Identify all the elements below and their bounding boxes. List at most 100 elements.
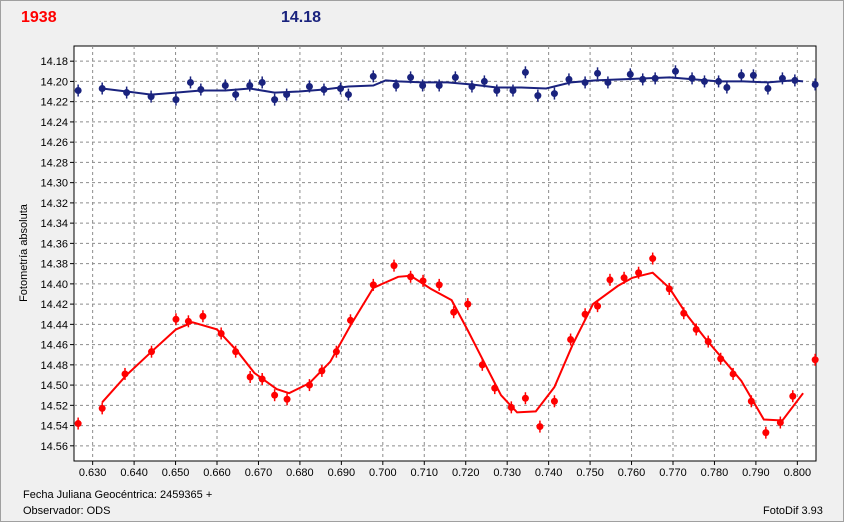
data-point	[764, 85, 772, 93]
y-axis-label: Fotometría absoluta	[18, 203, 30, 302]
x-tick-label: 0.740	[535, 467, 563, 479]
series-layer	[74, 65, 819, 439]
observer-label: Observador: ODS	[23, 505, 111, 517]
data-point	[172, 315, 180, 323]
data-point	[98, 404, 106, 412]
data-point	[565, 75, 573, 83]
data-point	[692, 325, 700, 333]
data-point	[318, 367, 326, 375]
data-point	[419, 277, 427, 285]
y-tick-label: 14.44	[40, 319, 68, 331]
comparison-magnitude-label: 14.18	[281, 9, 322, 26]
data-point	[649, 255, 657, 263]
data-point	[271, 391, 279, 399]
data-point	[390, 262, 398, 270]
data-point	[147, 93, 155, 101]
x-tick-label: 0.770	[659, 467, 687, 479]
y-tick-label: 14.24	[40, 117, 68, 129]
data-point	[221, 81, 229, 89]
y-tick-label: 14.38	[40, 259, 68, 271]
data-point	[480, 77, 488, 85]
data-point	[199, 312, 207, 320]
data-point	[407, 273, 415, 281]
data-point	[550, 397, 558, 405]
plot-area	[73, 45, 817, 462]
data-point	[468, 82, 476, 90]
data-point	[332, 348, 340, 356]
data-point	[258, 78, 266, 86]
y-tick-label: 14.56	[40, 441, 68, 453]
data-point	[521, 68, 529, 76]
data-point	[776, 419, 784, 427]
data-point	[305, 82, 313, 90]
data-point	[791, 76, 799, 84]
data-point	[639, 75, 647, 83]
data-point	[148, 348, 156, 356]
data-point	[346, 316, 354, 324]
data-point	[435, 281, 443, 289]
data-point	[581, 310, 589, 318]
x-tick-label: 0.790	[742, 467, 770, 479]
data-point	[344, 91, 352, 99]
data-point	[186, 78, 194, 86]
data-point	[811, 356, 819, 364]
data-point	[232, 91, 240, 99]
data-point	[283, 91, 291, 99]
data-point	[680, 309, 688, 317]
data-point	[392, 81, 400, 89]
data-point	[550, 90, 558, 98]
data-point	[749, 71, 757, 79]
y-tick-label: 14.26	[40, 137, 68, 149]
data-point	[729, 370, 737, 378]
julian-date-label: Fecha Juliana Geocéntrica: 2459365 +	[23, 489, 213, 501]
data-point	[493, 87, 501, 95]
x-tick-label: 0.750	[576, 467, 604, 479]
data-point	[478, 361, 486, 369]
data-point	[258, 375, 266, 383]
data-point	[606, 276, 614, 284]
data-point	[197, 86, 205, 94]
x-tick-label: 0.800	[784, 467, 812, 479]
data-point	[737, 71, 745, 79]
x-tick-label: 0.640	[120, 467, 148, 479]
star-id-label: 1938	[21, 9, 57, 26]
x-tick-label: 0.760	[618, 467, 646, 479]
data-point	[246, 81, 254, 89]
software-version-label: FotoDif 3.93	[763, 505, 823, 517]
data-point	[98, 85, 106, 93]
data-point	[700, 77, 708, 85]
data-point	[491, 384, 499, 392]
y-tick-label: 14.52	[40, 400, 68, 412]
y-tick-label: 14.36	[40, 238, 68, 250]
data-point	[320, 86, 328, 94]
tick-labels: 0.630 0.640 0.650 0.660 0.670 0.680 0.690 0.700…	[40, 56, 811, 479]
data-point	[337, 85, 345, 93]
data-point	[688, 74, 696, 82]
data-point	[581, 78, 589, 86]
data-point	[123, 89, 131, 97]
data-point	[778, 74, 786, 82]
data-point	[717, 355, 725, 363]
y-tick-label: 14.50	[40, 380, 68, 392]
data-point	[283, 395, 291, 403]
data-point	[419, 81, 427, 89]
y-tick-label: 14.28	[40, 157, 68, 169]
x-tick-label: 0.680	[286, 467, 314, 479]
data-point	[246, 373, 254, 381]
grid	[74, 46, 816, 461]
data-point	[704, 338, 712, 346]
y-tick-label: 14.48	[40, 360, 68, 372]
data-point	[184, 317, 192, 325]
data-point	[271, 96, 279, 104]
data-point	[715, 77, 723, 85]
x-tick-label: 0.730	[493, 467, 521, 479]
data-point	[626, 70, 634, 78]
data-point	[811, 80, 819, 88]
data-point	[435, 81, 443, 89]
data-point	[369, 281, 377, 289]
data-point	[789, 392, 797, 400]
data-point	[521, 394, 529, 402]
y-tick-label: 14.46	[40, 340, 68, 352]
data-point	[121, 370, 129, 378]
